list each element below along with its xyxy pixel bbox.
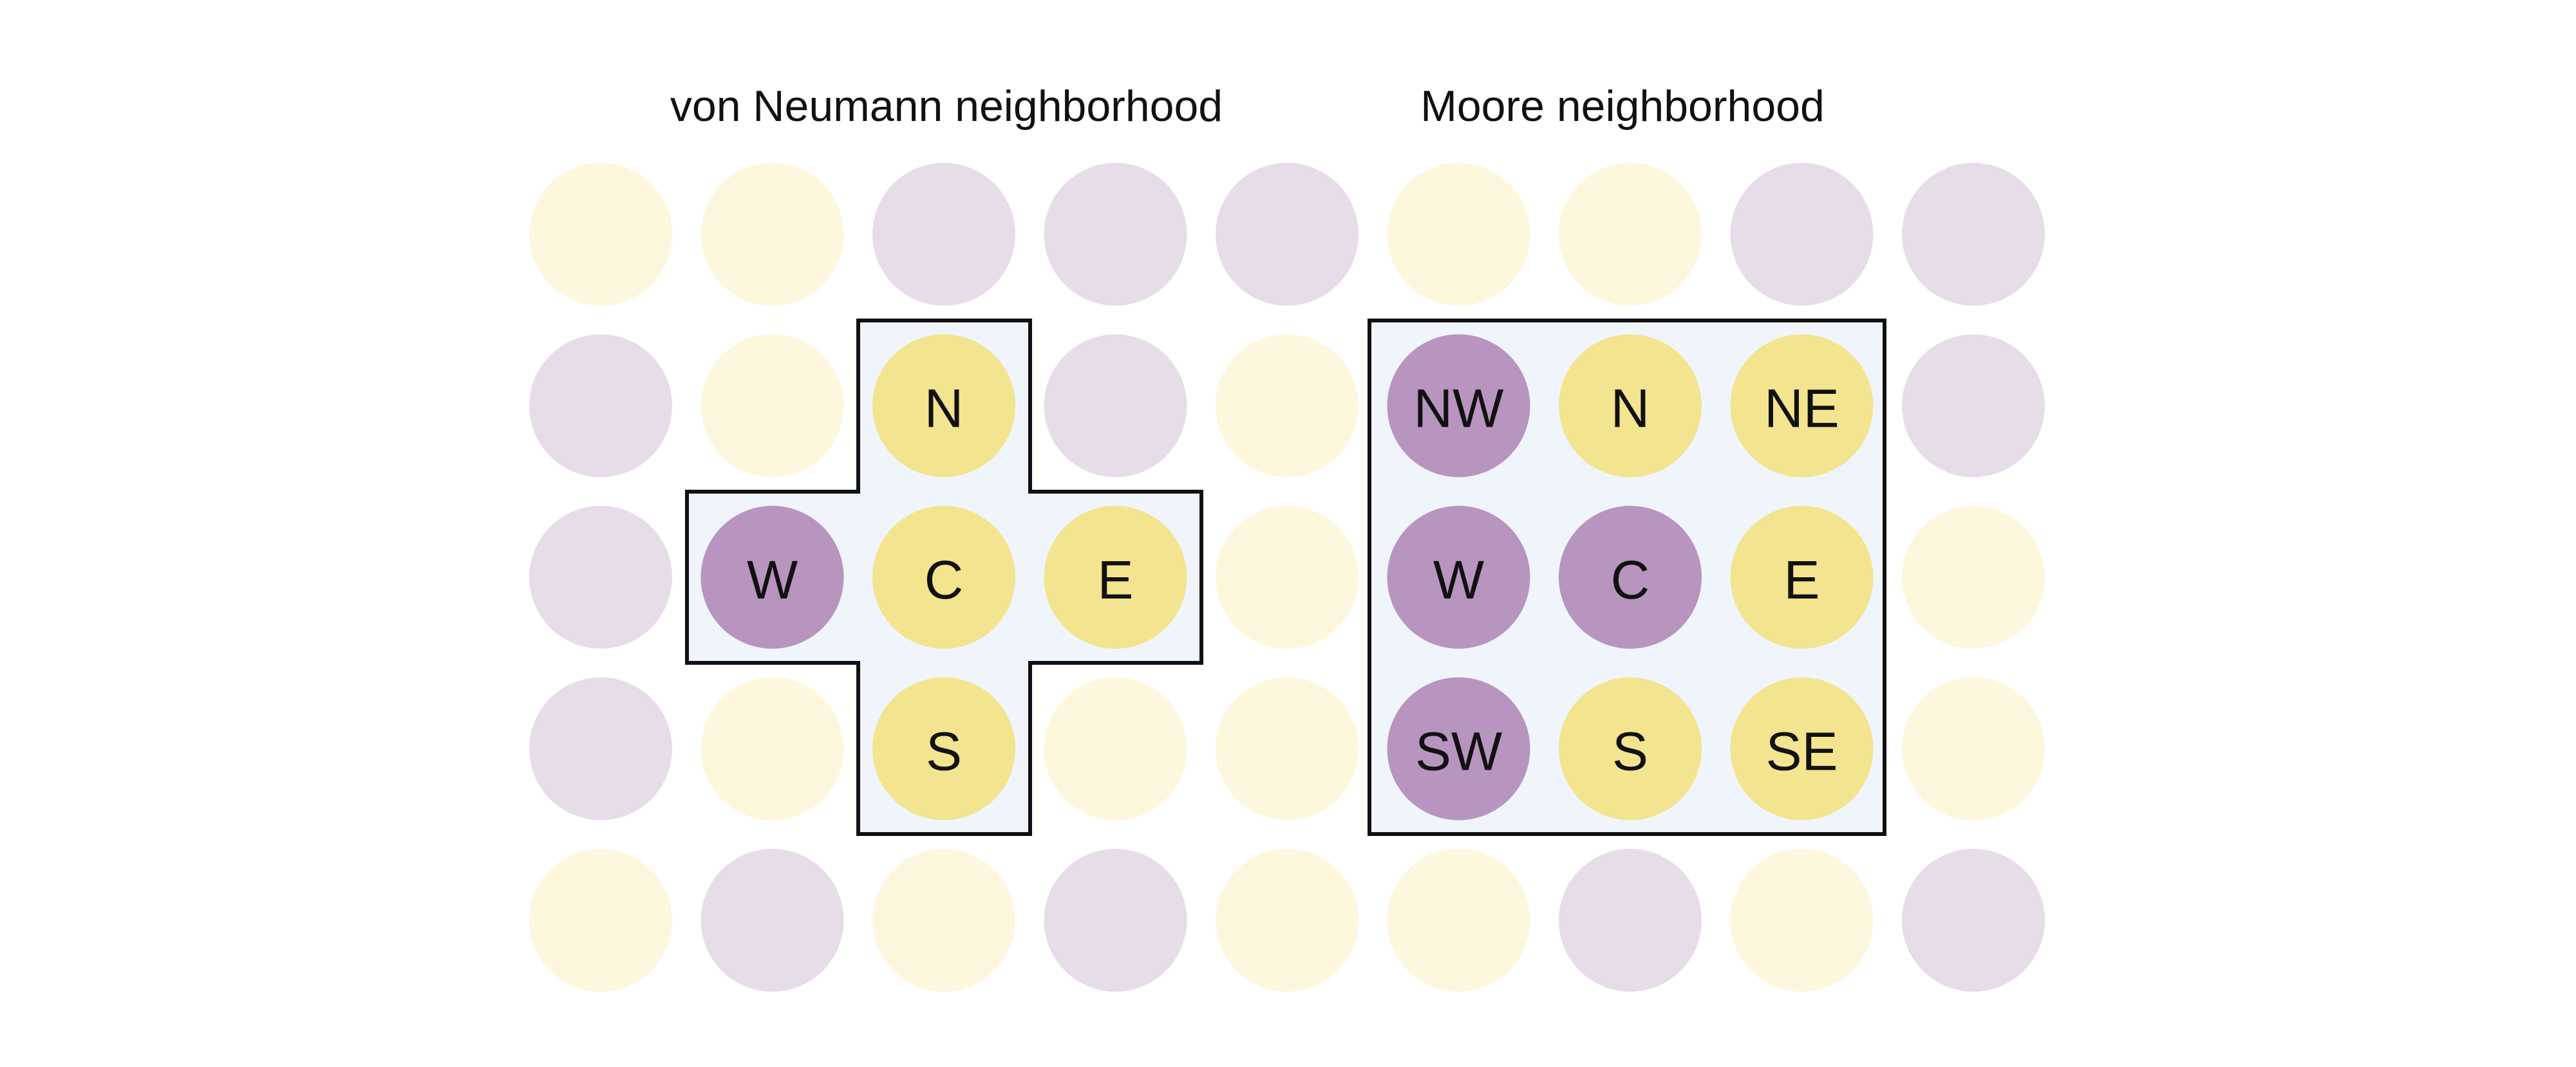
- background-cell: [1559, 849, 1702, 992]
- cell-label-s: S: [926, 721, 962, 782]
- neighbor-cell-ne: [1730, 334, 1874, 478]
- cell-label-n: N: [925, 378, 964, 439]
- background-cell: [872, 849, 1015, 992]
- cell-label-se: SE: [1765, 721, 1838, 782]
- background-cell: [1387, 163, 1530, 306]
- background-cell: [529, 334, 672, 478]
- background-cell: [1559, 163, 1702, 306]
- background-cell: [1902, 163, 2045, 306]
- neighbor-cell-w: [700, 506, 844, 649]
- cell-grid: N NW N NE W C E W C E S SW S SE: [529, 163, 2045, 992]
- background-cell: [1902, 334, 2045, 478]
- background-cell: [700, 677, 844, 821]
- cell-label-sw: SW: [1415, 721, 1502, 782]
- background-cell: [529, 163, 672, 306]
- neighbor-cell-n: [1559, 334, 1702, 478]
- background-cell: [1044, 677, 1187, 821]
- cell-label-c: C: [1611, 550, 1650, 610]
- background-cell: [1216, 506, 1359, 649]
- background-cell: [700, 849, 844, 992]
- neighbor-cell-s: [1559, 677, 1702, 821]
- neighbor-cell-sw: [1387, 677, 1530, 821]
- neighbor-cell-se: [1730, 677, 1874, 821]
- moore-title: Moore neighborhood: [1420, 82, 1825, 131]
- cell-label-ne: NE: [1764, 378, 1839, 439]
- background-cell: [529, 849, 672, 992]
- background-cell: [1387, 849, 1530, 992]
- background-cell: [1902, 506, 2045, 649]
- background-cell: [1216, 677, 1359, 821]
- background-cell: [700, 334, 844, 478]
- neighbor-cell-e: [1730, 506, 1874, 649]
- background-cell: [1044, 163, 1187, 306]
- neighbor-cell-c: [1559, 506, 1702, 649]
- von-neumann-title: von Neumann neighborhood: [670, 82, 1223, 131]
- neighbor-cell-e: [1044, 506, 1187, 649]
- background-cell: [1730, 849, 1874, 992]
- cell-label-c: C: [925, 550, 964, 610]
- cell-label-e: E: [1783, 550, 1819, 610]
- background-cell: [529, 677, 672, 821]
- cell-label-w: W: [1433, 550, 1484, 610]
- cell-label-s: S: [1612, 721, 1648, 782]
- neighbor-cell-c: [872, 506, 1015, 649]
- background-cell: [529, 506, 672, 649]
- background-cell: [1216, 849, 1359, 992]
- neighbor-cell-n: [872, 334, 1015, 478]
- background-cell: [1902, 849, 2045, 992]
- cell-label-e: E: [1097, 550, 1133, 610]
- background-cell: [872, 163, 1015, 306]
- background-cell: [1730, 163, 1874, 306]
- background-cell: [1216, 163, 1359, 306]
- background-cell: [700, 163, 844, 306]
- background-cell: [1216, 334, 1359, 478]
- cell-label-n: N: [1611, 378, 1650, 439]
- cell-label-w: W: [747, 550, 798, 610]
- background-cell: [1044, 334, 1187, 478]
- background-cell: [1902, 677, 2045, 821]
- neighbor-cell-nw: [1387, 334, 1530, 478]
- neighbor-cell-s: [872, 677, 1015, 821]
- background-cell: [1044, 849, 1187, 992]
- cell-label-nw: NW: [1414, 378, 1504, 439]
- neighbor-cell-w: [1387, 506, 1530, 649]
